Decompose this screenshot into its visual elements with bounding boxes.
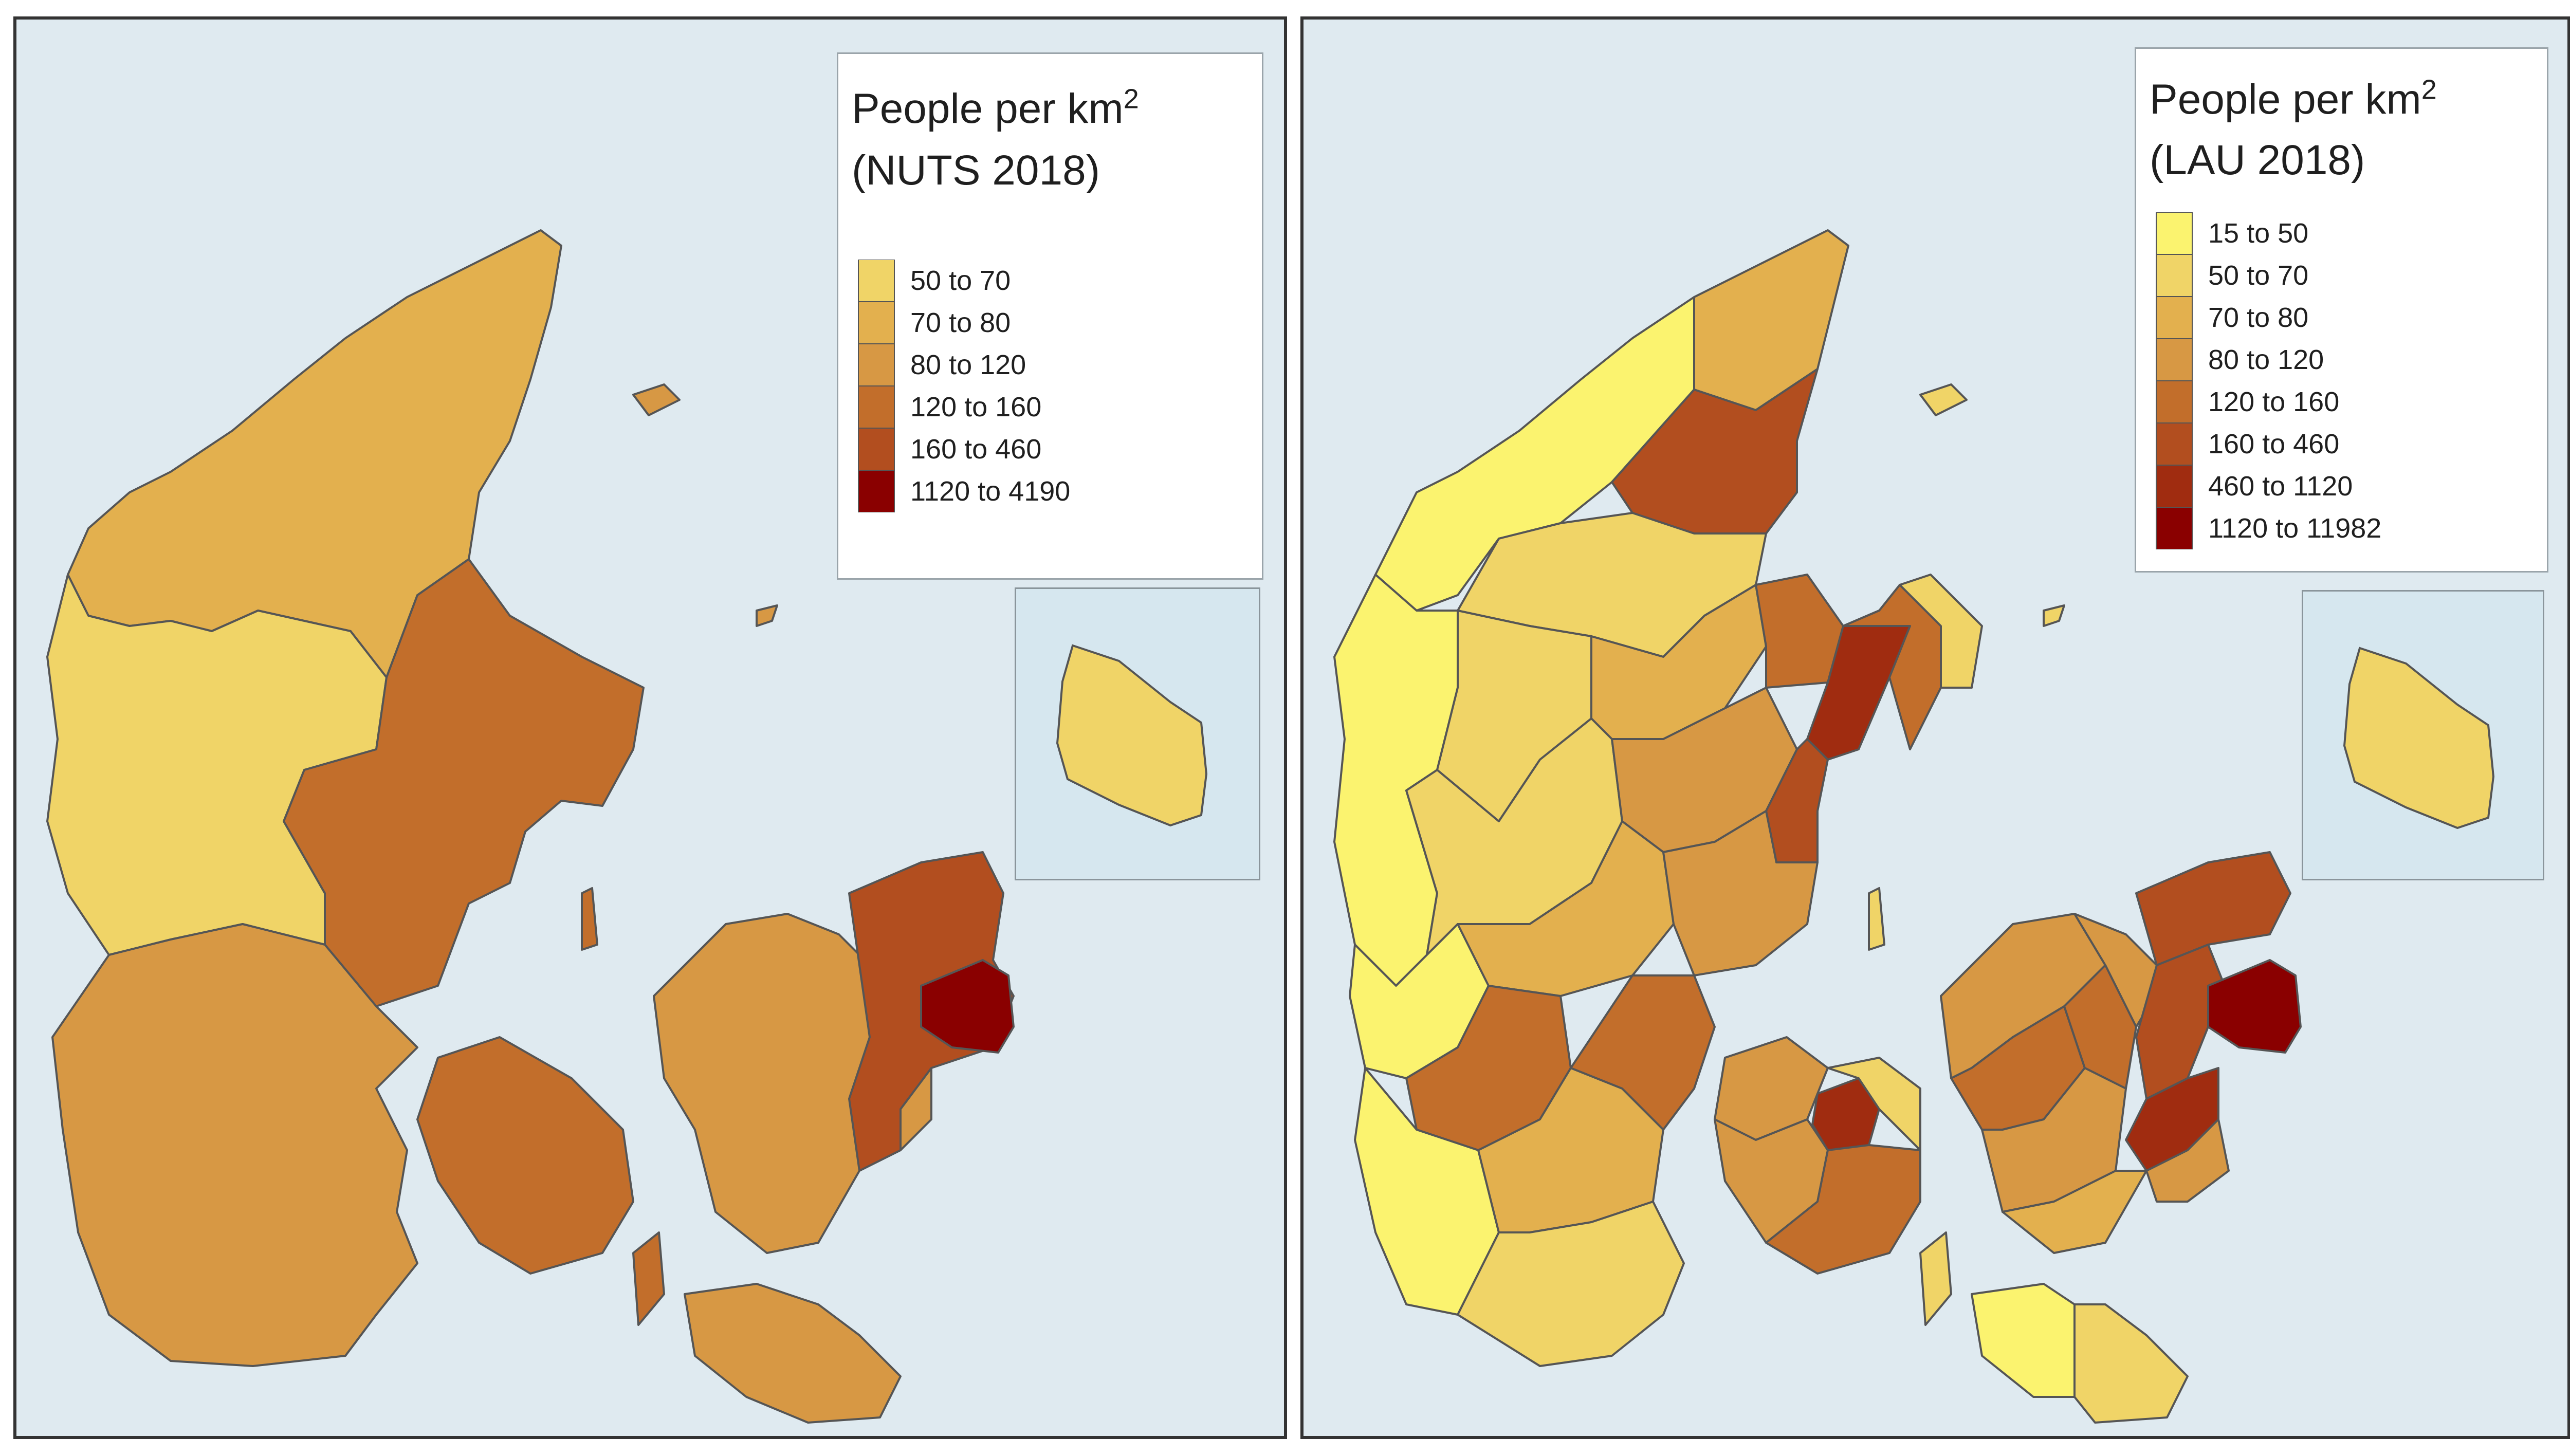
legend-swatch [858,470,895,512]
legend-swatch [2156,339,2193,381]
island-anholt [1919,383,1968,416]
legend-label: 1120 to 11982 [2208,513,2382,544]
map-lau [1333,229,2302,1424]
legend-swatch [2156,465,2193,507]
region-south-jutland [51,923,418,1367]
legend-label: 160 to 460 [910,434,1042,465]
legend-subtitle: (NUTS 2018) [852,147,1100,194]
legend-swatch [2156,254,2193,297]
legend-swatch [858,344,895,386]
municipality [2073,1303,2189,1424]
legend-label: 1120 to 4190 [910,476,1071,507]
legend-label: 460 to 1120 [2208,471,2353,502]
legend-swatch [2156,507,2193,549]
legend-item: 80 to 120 [858,344,1070,386]
legend-swatch [858,386,895,428]
region-bornholm [1056,644,1208,827]
municipality [1971,1283,2076,1398]
municipality [2145,1118,2230,1203]
legend-swatch [2156,297,2193,339]
region-bornholm [2343,647,2495,830]
island-samso [581,887,598,951]
map-nuts [46,229,1015,1424]
map-panel-lau: People per km2 (LAU 2018) 15 to 50 50 to… [1300,16,2570,1439]
legend-lau: People per km2 (LAU 2018) 15 to 50 50 to… [2135,47,2548,573]
legend-subtitle: (LAU 2018) [2150,137,2365,183]
municipality [1765,1144,1921,1275]
municipality [1457,1201,1685,1367]
region-east-jutland [283,558,645,1007]
legend-item: 1120 to 11982 [2156,507,2381,549]
legend-item: 70 to 80 [2156,297,2381,339]
island-laeso [2043,604,2065,627]
municipality [1693,229,1849,411]
region-lolland-falster [684,1283,902,1424]
municipality [1899,574,1983,689]
legend-label: 80 to 120 [910,349,1026,380]
municipality [1570,974,1716,1131]
inset-bornholm-lau [2302,590,2544,880]
legend-label: 70 to 80 [910,307,1011,338]
inset-bornholm-nuts [1015,587,1260,880]
legend-item: 460 to 1120 [2156,465,2381,507]
legend-label: 50 to 70 [2208,260,2309,291]
municipality-copenhagen [2207,959,2302,1054]
legend-nuts: People per km2 (NUTS 2018) 50 to 70 70 t… [837,52,1263,580]
legend-title: People per km2 [852,83,1139,132]
island-langeland [632,1231,665,1326]
legend-title: People per km2 [2150,74,2437,123]
region-funen [416,1036,634,1275]
legend-label: 70 to 80 [2208,302,2309,333]
legend-item: 160 to 460 [2156,423,2381,465]
legend-item: 15 to 50 [2156,212,2381,254]
legend-swatch [858,428,895,470]
region-copenhagen [920,959,1015,1054]
legend-label: 120 to 160 [2208,386,2340,417]
municipality [2135,851,2291,966]
legend-label: 160 to 460 [2208,429,2340,459]
legend-label: 15 to 50 [2208,218,2309,249]
legend-item: 120 to 160 [858,386,1070,428]
legend-label: 80 to 120 [2208,344,2324,375]
municipality [2063,964,2137,1090]
legend-item: 160 to 460 [858,428,1070,470]
legend-item: 50 to 70 [2156,254,2381,297]
island-samso [1868,887,1885,951]
legend-swatch [858,260,895,302]
legend-item: 80 to 120 [2156,339,2381,381]
legend-item: 120 to 160 [2156,381,2381,423]
legend-swatch [858,302,895,344]
map-panel-nuts: People per km2 (NUTS 2018) 50 to 70 70 t… [13,16,1287,1439]
bornholm-map [1056,644,1208,827]
legend-label: 50 to 70 [910,265,1011,296]
island-anholt [632,383,681,416]
legend-item: 50 to 70 [858,260,1070,302]
legend-label: 120 to 160 [910,392,1042,422]
legend-item: 70 to 80 [858,302,1070,344]
island-langeland [1919,1231,1952,1326]
legend-swatch [2156,212,2193,254]
municipality [2135,944,2230,1100]
legend-item: 1120 to 4190 [858,470,1070,512]
municipality [1662,810,1819,976]
island-laeso [756,604,778,627]
legend-swatch [2156,381,2193,423]
legend-swatch [2156,423,2193,465]
bornholm-map [2343,647,2495,830]
